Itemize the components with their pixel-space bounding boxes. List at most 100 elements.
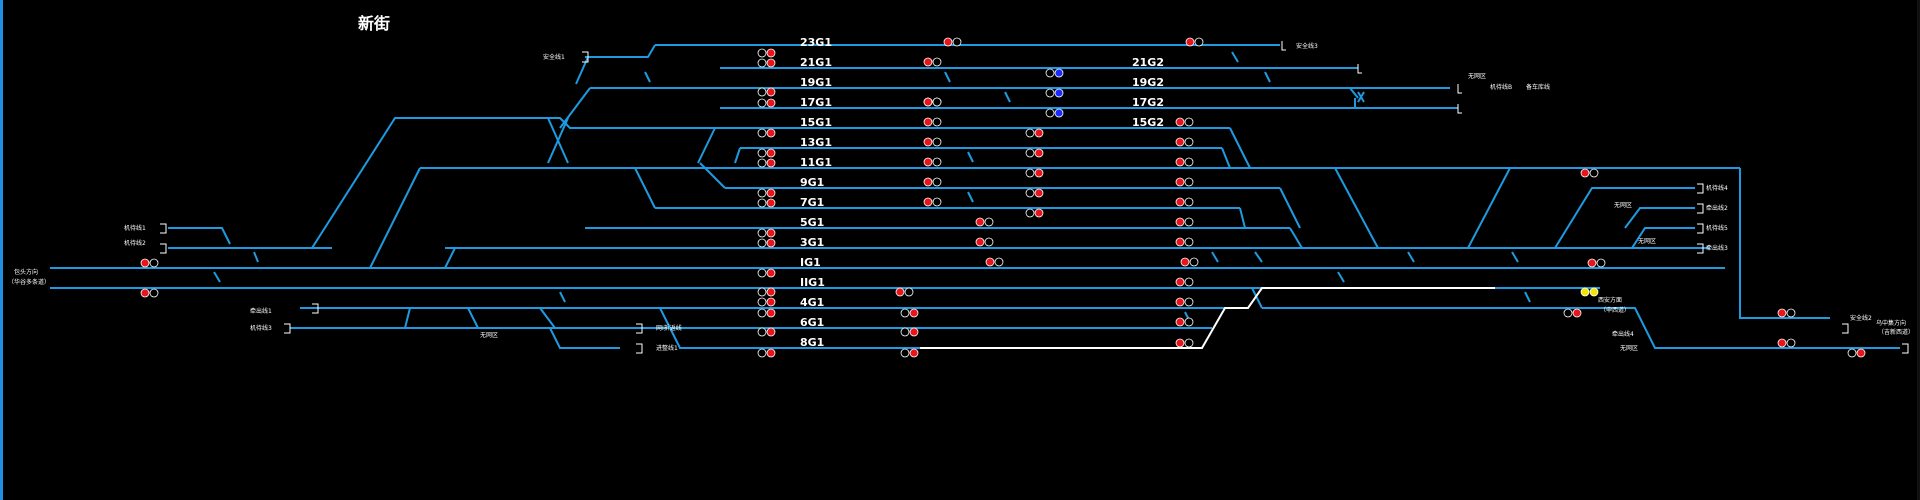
signal-9g1-mid[interactable] — [923, 177, 942, 187]
signal-4g1-west[interactable] — [757, 297, 776, 307]
track-network-2[interactable] — [539, 307, 556, 329]
track-east-11[interactable] — [1334, 167, 1379, 249]
track-loco-4-lead[interactable] — [290, 307, 411, 329]
signal-13g1-west[interactable] — [757, 148, 776, 158]
track-23g1-lead[interactable] — [585, 44, 656, 58]
signal-ig1-west[interactable] — [757, 268, 776, 278]
signal-6g1-mid[interactable] — [900, 308, 919, 318]
track-15-lead[interactable] — [697, 127, 716, 164]
signal-lamp — [1786, 308, 1796, 318]
signal-9g1-east[interactable] — [1175, 177, 1194, 187]
signal-23g1-mid[interactable] — [943, 37, 962, 47]
track-west-lead[interactable] — [369, 167, 421, 269]
signal-east-safety[interactable] — [1777, 308, 1796, 318]
signal-21g1-blue[interactable] — [1045, 68, 1064, 78]
signal-8g1-mid-b[interactable] — [900, 348, 919, 358]
signal-5g1-east[interactable] — [1175, 217, 1194, 227]
signal-east-dep4[interactable] — [1580, 168, 1599, 178]
track-3-lead[interactable] — [444, 247, 456, 269]
signal-west-ig[interactable] — [140, 258, 159, 268]
track-departure-1[interactable] — [168, 227, 231, 245]
signal-19g1-west[interactable] — [757, 87, 776, 97]
signal-3g1-mid[interactable] — [975, 237, 994, 247]
signal-13g1-mid[interactable] — [923, 137, 942, 147]
signal-8g1-west-b[interactable] — [757, 348, 776, 358]
signal-ig1-east[interactable] — [1180, 257, 1199, 267]
track-19-lead[interactable] — [559, 87, 591, 129]
signal-lamp — [757, 148, 767, 158]
signal-east-iig[interactable] — [1580, 287, 1599, 297]
signal-east-ig[interactable] — [1587, 258, 1606, 268]
signal-lamp — [757, 128, 767, 138]
signal-21g1-west[interactable] — [757, 58, 776, 68]
track-cross-2[interactable] — [547, 117, 569, 164]
track-east-departure-1[interactable] — [1739, 168, 1830, 319]
track-safety-1[interactable] — [575, 56, 589, 85]
signal-9g1-west[interactable] — [757, 188, 776, 198]
signal-lamp — [1025, 208, 1035, 218]
signal-lamp — [757, 268, 767, 278]
signal-3g1-east[interactable] — [1175, 237, 1194, 247]
signal-23g1-east[interactable] — [1185, 37, 1204, 47]
track-east-7[interactable] — [1239, 207, 1246, 229]
signal-15g1-west[interactable] — [757, 128, 776, 138]
signal-19g1-blue[interactable] — [1045, 88, 1064, 98]
track-departure-3-branch[interactable] — [1624, 207, 1695, 229]
signal-13g1-east[interactable] — [1175, 137, 1194, 147]
route-8g1-to-iig1[interactable] — [920, 287, 1495, 349]
signal-west-iig[interactable] — [140, 288, 159, 298]
signal-ig1-mid[interactable] — [985, 257, 1004, 267]
track-4g1-east[interactable] — [1262, 307, 1900, 349]
track-departure-5-branch[interactable] — [1631, 227, 1695, 249]
label-9g1: 9G1 — [800, 176, 824, 189]
track-east-iig[interactable] — [1251, 287, 1263, 309]
signal-15g1-inner[interactable] — [1025, 128, 1044, 138]
signal-5g1-west[interactable] — [757, 228, 776, 238]
track-network-lead[interactable] — [467, 307, 620, 349]
track-departure-4-branch[interactable] — [1554, 187, 1695, 249]
signal-17g1-west[interactable] — [757, 98, 776, 108]
signal-11g1-inner[interactable] — [1025, 168, 1044, 178]
signal-3g1-west[interactable] — [757, 238, 776, 248]
signal-east-mid[interactable] — [1777, 338, 1796, 348]
signal-17g1-mid[interactable] — [923, 97, 942, 107]
signal-iig1-east[interactable] — [1175, 277, 1194, 287]
track-east-13[interactable] — [1221, 147, 1231, 169]
signal-8g1-mid[interactable] — [900, 327, 919, 337]
track-east-5[interactable] — [1289, 227, 1303, 249]
signal-7g1-east[interactable] — [1175, 197, 1194, 207]
signal-8g1-east[interactable] — [1175, 338, 1194, 348]
signal-iig1-west[interactable] — [757, 287, 776, 297]
track-6-lead[interactable] — [659, 307, 700, 349]
track-3g1-tick-3 — [1407, 251, 1415, 263]
signal-21g1-mid[interactable] — [923, 57, 942, 67]
signal-15g1-mid[interactable] — [923, 117, 942, 127]
signal-6g1-east[interactable] — [1175, 317, 1194, 327]
signal-13g1-inner[interactable] — [1025, 148, 1044, 158]
signal-east-out[interactable] — [1847, 348, 1866, 358]
signal-9g1-inner[interactable] — [1025, 188, 1044, 198]
signal-4g1-mid[interactable] — [895, 287, 914, 297]
signal-8g1-west[interactable] — [757, 327, 776, 337]
track-east-15[interactable] — [1229, 127, 1251, 169]
track-9-lead[interactable] — [699, 162, 726, 189]
signal-17g1-blue[interactable] — [1045, 108, 1064, 118]
signal-11g1-mid[interactable] — [923, 157, 942, 167]
track-7-lead[interactable] — [634, 167, 656, 209]
signal-5g1-mid[interactable] — [975, 217, 994, 227]
signal-7g1-inner[interactable] — [1025, 208, 1044, 218]
track-departure-2[interactable] — [168, 117, 715, 249]
signal-11g1-west[interactable] — [757, 158, 776, 168]
track-east-9[interactable] — [1279, 187, 1301, 229]
signal-6g1-west[interactable] — [757, 308, 776, 318]
signal-east-4g[interactable] — [1563, 308, 1582, 318]
signal-23g1-west[interactable] — [757, 48, 776, 58]
track-13-lead[interactable] — [734, 147, 741, 164]
track-east-departure-4[interactable] — [1467, 167, 1568, 249]
signal-7g1-mid[interactable] — [923, 197, 942, 207]
signal-7g1-west[interactable] — [757, 198, 776, 208]
track-19g2[interactable] — [1349, 87, 1359, 99]
signal-11g1-east[interactable] — [1175, 157, 1194, 167]
signal-4g1-east[interactable] — [1175, 297, 1194, 307]
signal-15g1-east[interactable] — [1175, 117, 1194, 127]
